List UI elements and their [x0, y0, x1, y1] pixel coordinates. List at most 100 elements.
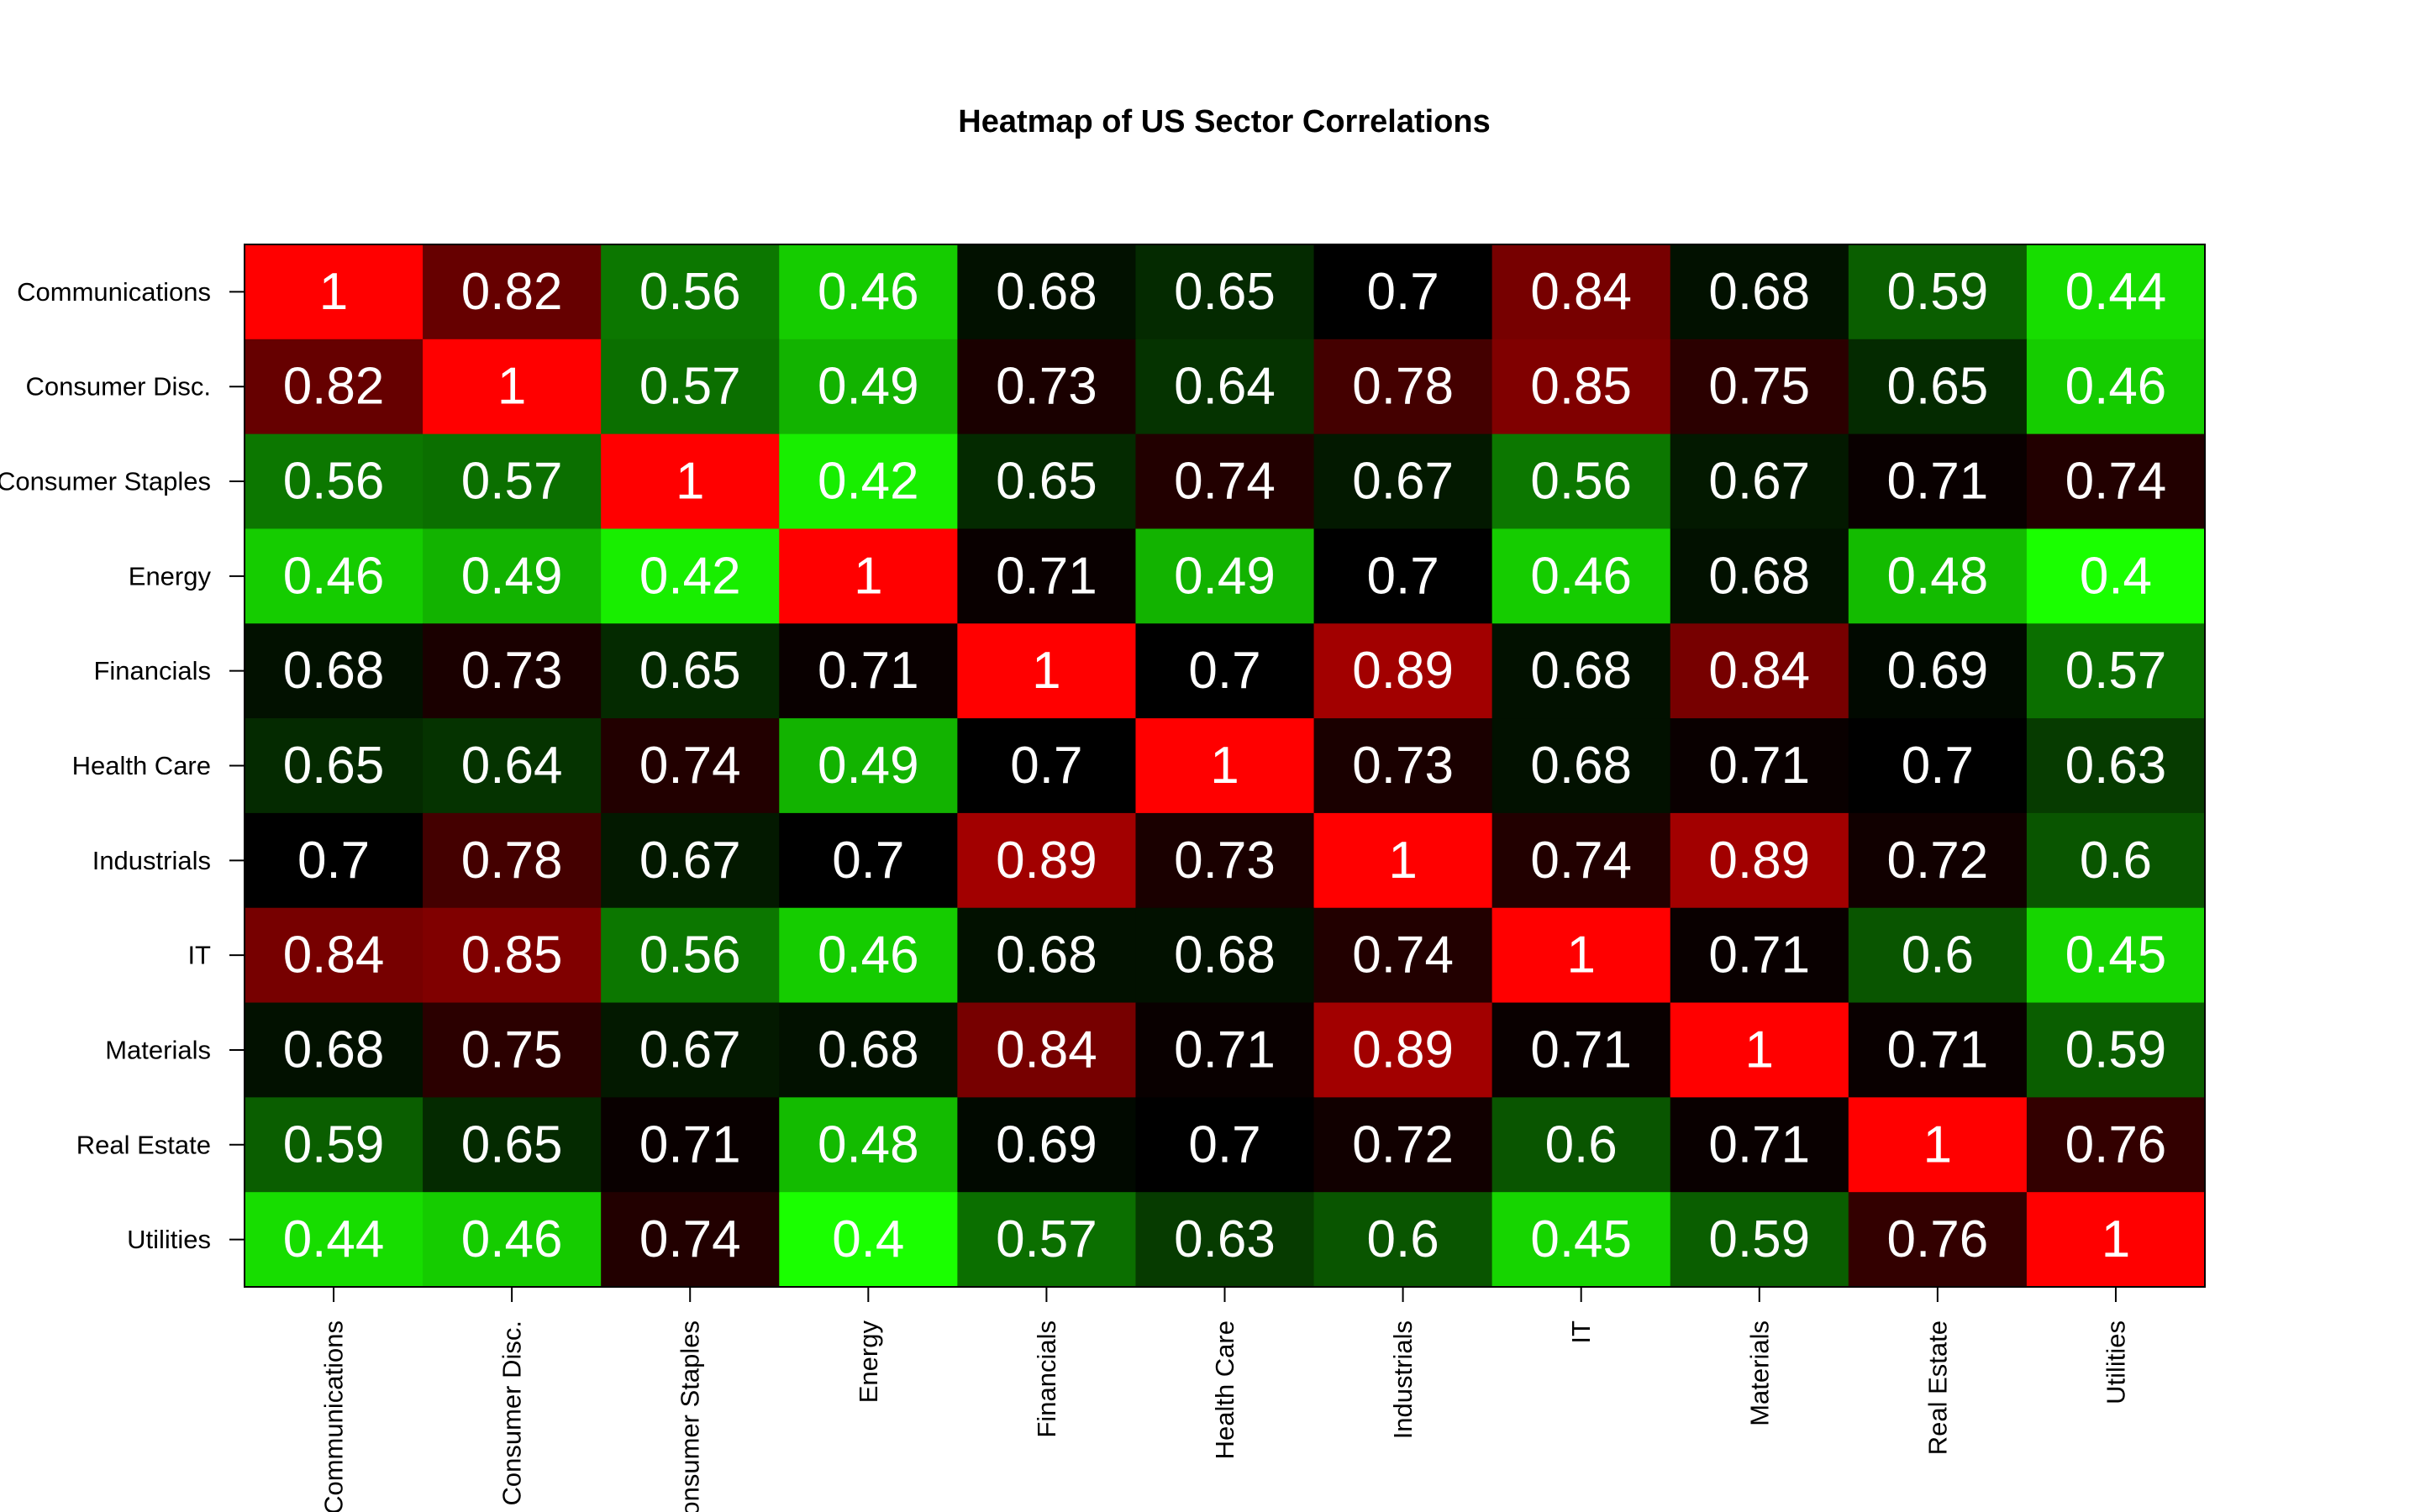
cell-value-label: 0.89	[1708, 832, 1810, 890]
heatmap-cell	[957, 1002, 1137, 1098]
heatmap-cell	[1848, 339, 2028, 435]
heatmap-value-labels: 1 0.82 0.56 0.46 0.68 0.65 0.7 0.84 0.68 0.59 0.44…	[283, 263, 2167, 1268]
cell-value-label: 0.45	[2065, 927, 2167, 984]
heatmap-cell	[1848, 1097, 2028, 1193]
cell-value-label: 0.59	[1708, 1210, 1810, 1268]
cell-value-label: 1	[1210, 737, 1239, 795]
cell-value-label: 0.78	[461, 832, 563, 890]
cell-value-label: 0.65	[283, 737, 385, 795]
heatmap-cell	[1670, 1097, 1849, 1193]
x-axis: Communications Consumer Disc. Consumer Sta…	[319, 1287, 2130, 1512]
heatmap-cell	[423, 718, 602, 814]
cell-value-label: 0.68	[1530, 642, 1632, 700]
cell-value-label: 0.42	[639, 547, 741, 605]
cell-value-label: 0.74	[639, 1210, 741, 1268]
heatmap-cell	[1670, 1192, 1849, 1288]
heatmap-cell	[245, 244, 424, 340]
cell-value-label: 0.73	[996, 358, 1097, 416]
heatmap-cell	[601, 718, 780, 814]
heatmap-cell	[245, 1192, 424, 1288]
cell-value-label: 0.65	[461, 1116, 563, 1173]
heatmap-cell	[601, 1192, 780, 1288]
cell-value-label: 0.63	[2065, 737, 2167, 795]
heatmap-cell	[779, 1192, 958, 1288]
cell-value-label: 0.7	[1366, 263, 1439, 321]
cell-value-label: 0.7	[1010, 737, 1082, 795]
cell-value-label: 0.71	[1530, 1021, 1632, 1079]
y-tick-label: Real Estate	[76, 1130, 211, 1159]
cell-value-label: 0.7	[297, 832, 370, 890]
cell-value-label: 0.71	[1708, 927, 1810, 984]
cell-value-label: 0.68	[996, 927, 1097, 984]
cell-value-label: 0.45	[1530, 1210, 1632, 1268]
heatmap-cell	[601, 1097, 780, 1193]
cell-value-label: 0.84	[1530, 263, 1632, 321]
heatmap-cell	[1491, 339, 1671, 435]
cell-value-label: 0.71	[1708, 1116, 1810, 1173]
heatmap-cell	[779, 718, 958, 814]
cell-value-label: 0.65	[996, 453, 1097, 511]
cell-value-label: 1	[497, 358, 526, 416]
heatmap-cell	[245, 528, 424, 624]
cell-value-label: 0.73	[461, 642, 563, 700]
cell-value-label: 0.82	[283, 358, 385, 416]
cell-value-label: 0.85	[461, 927, 563, 984]
cell-value-label: 0.7	[1188, 1116, 1260, 1173]
cell-value-label: 0.74	[1352, 927, 1454, 984]
heatmap-cell	[2026, 623, 2206, 719]
cell-value-label: 0.4	[2080, 547, 2152, 605]
cell-value-label: 0.46	[818, 927, 919, 984]
heatmap-cell	[601, 623, 780, 719]
cell-value-label: 0.72	[1887, 832, 1989, 890]
cell-value-label: 0.74	[639, 737, 741, 795]
heatmap-cell	[779, 528, 958, 624]
heatmap-cell	[1670, 433, 1849, 530]
heatmap-cell	[1670, 1002, 1849, 1098]
cell-value-label: 0.71	[818, 642, 919, 700]
cell-value-label: 0.59	[1887, 263, 1989, 321]
heatmap-cell	[1848, 907, 2028, 1004]
cell-value-label: 0.48	[818, 1116, 919, 1173]
cell-value-label: 0.46	[2065, 358, 2167, 416]
cell-value-label: 1	[1745, 1021, 1774, 1079]
cell-value-label: 0.56	[283, 453, 385, 511]
heatmap-cell	[1670, 339, 1849, 435]
heatmap-cell	[2026, 812, 2206, 909]
heatmap-cell	[2026, 1002, 2206, 1098]
heatmap-cell	[2026, 907, 2206, 1004]
heatmap-cell	[957, 339, 1137, 435]
cell-value-label: 0.82	[461, 263, 563, 321]
x-tick-label: Utilities	[2101, 1320, 2130, 1404]
heatmap-cell	[601, 812, 780, 909]
heatmap-cell	[1491, 1002, 1671, 1098]
heatmap-cell	[423, 1097, 602, 1193]
cell-value-label: 0.59	[283, 1116, 385, 1173]
heatmap-cell	[2026, 528, 2206, 624]
heatmap-cell	[779, 623, 958, 719]
cell-value-label: 0.6	[1545, 1116, 1618, 1173]
cell-value-label: 0.84	[283, 927, 385, 984]
heatmap-cell	[1848, 623, 2028, 719]
heatmap-cell	[1313, 528, 1493, 624]
heatmap-cell	[1135, 244, 1315, 340]
y-tick-label: Materials	[105, 1035, 211, 1064]
cell-value-label: 0.69	[1887, 642, 1989, 700]
cell-value-label: 1	[854, 547, 882, 605]
cell-value-label: 0.68	[1708, 263, 1810, 321]
heatmap-cell	[1491, 244, 1671, 340]
x-tick-label: Real Estate	[1923, 1320, 1952, 1455]
cell-value-label: 0.89	[1352, 1021, 1454, 1079]
heatmap-cell	[1135, 1192, 1315, 1288]
heatmap-cell	[1313, 623, 1493, 719]
heatmap-cell	[957, 718, 1137, 814]
heatmap-cell	[1135, 528, 1315, 624]
y-tick-label: IT	[187, 941, 211, 970]
heatmap-cell	[2026, 339, 2206, 435]
cell-value-label: 0.56	[639, 263, 741, 321]
heatmap-cell	[423, 623, 602, 719]
heatmap-cell	[779, 907, 958, 1004]
cell-value-label: 0.68	[818, 1021, 919, 1079]
heatmap-cells	[245, 244, 2206, 1288]
heatmap-cell	[1848, 718, 2028, 814]
